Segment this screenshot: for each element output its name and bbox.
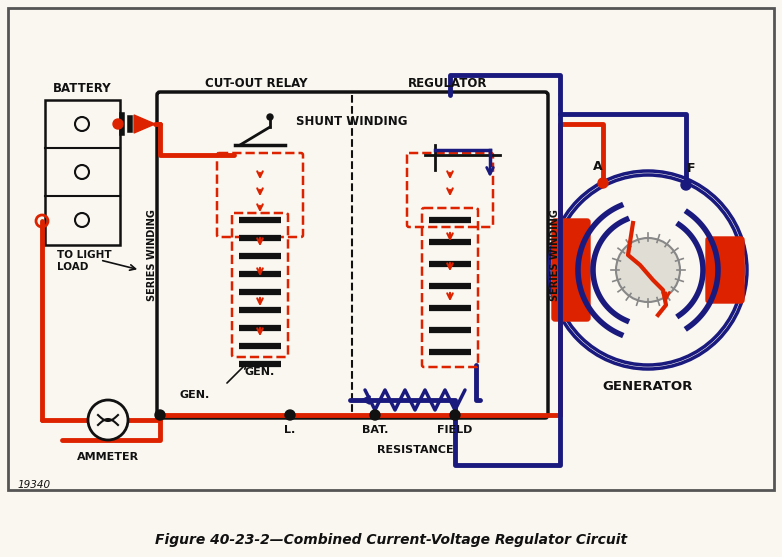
Circle shape [681,180,691,190]
Text: L.: L. [285,425,296,435]
Text: GEN.: GEN. [180,390,210,400]
Circle shape [450,410,460,420]
Circle shape [155,410,165,420]
Circle shape [285,410,295,420]
Text: BAT.: BAT. [362,425,388,435]
Text: REGULATOR: REGULATOR [408,77,488,90]
FancyBboxPatch shape [157,92,548,418]
Circle shape [553,175,743,365]
Text: Figure 40-23-2—Combined Current-Voltage Regulator Circuit: Figure 40-23-2—Combined Current-Voltage … [155,533,627,547]
Bar [45,100,120,245]
FancyBboxPatch shape [706,237,744,303]
Text: TO LIGHT
LOAD: TO LIGHT LOAD [57,250,112,272]
Text: A: A [594,160,603,173]
Text: SERIES WINDING: SERIES WINDING [147,209,157,301]
Text: 19340: 19340 [18,480,51,490]
Text: GEN.: GEN. [245,367,275,377]
Circle shape [598,178,608,188]
Bar [8,8,774,490]
Circle shape [267,114,273,120]
Text: SHUNT WINDING: SHUNT WINDING [296,115,407,128]
Circle shape [113,119,123,129]
FancyBboxPatch shape [552,219,590,321]
Circle shape [549,171,747,369]
Text: F: F [687,162,695,175]
Text: BATTERY: BATTERY [53,82,112,95]
Circle shape [370,410,380,420]
Text: CUT-OUT RELAY: CUT-OUT RELAY [205,77,307,90]
Circle shape [88,400,128,440]
Circle shape [616,238,680,302]
Text: SERIES WINDING: SERIES WINDING [550,209,560,301]
Text: FIELD: FIELD [437,425,472,435]
Text: AMMETER: AMMETER [77,452,139,462]
Text: RESISTANCE: RESISTANCE [377,445,454,455]
Text: GENERATOR: GENERATOR [603,380,693,393]
Polygon shape [134,115,155,133]
